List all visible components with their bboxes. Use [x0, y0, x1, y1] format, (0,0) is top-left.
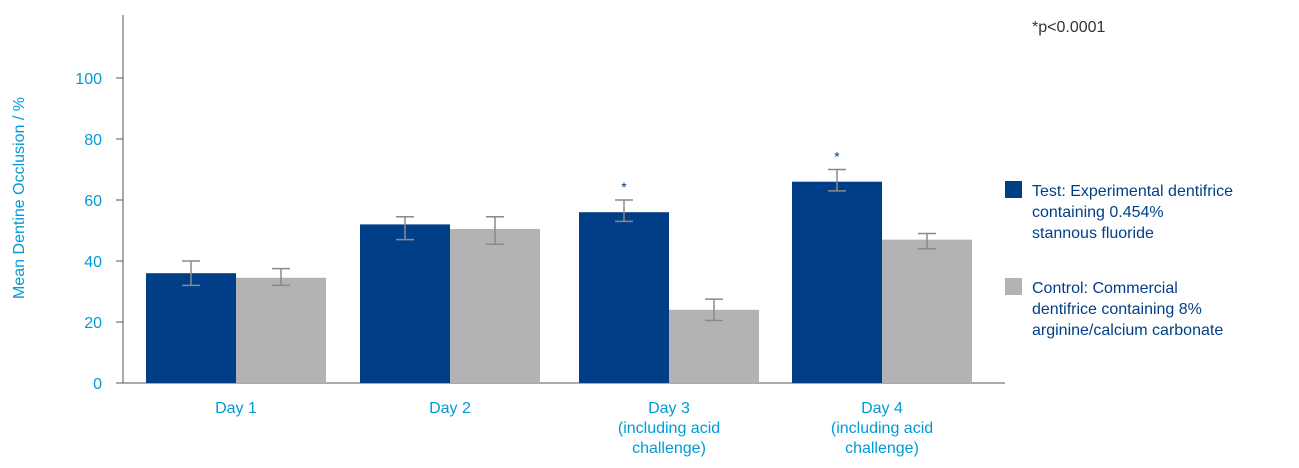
- legend-label-line: dentifrice containing 8%: [1032, 301, 1202, 318]
- bar: [579, 212, 669, 383]
- legend-label: Test: Experimental dentifrice containing …: [1032, 183, 1233, 242]
- x-tick-label-line: Day 3: [648, 400, 690, 417]
- x-tick-label-line: challenge): [632, 440, 706, 457]
- x-tick-label-line: Day 4: [861, 400, 903, 417]
- legend-label-line: stannous fluoride: [1032, 225, 1154, 242]
- legend-swatch: [1005, 278, 1022, 295]
- y-tick-label: 80: [84, 132, 102, 149]
- x-tick-label-line: challenge): [845, 440, 919, 457]
- bar: [236, 277, 326, 383]
- bar: [360, 224, 450, 383]
- x-tick-label-line: Day 1: [215, 400, 257, 417]
- significance-note: *p<0.0001: [1032, 19, 1106, 36]
- legend-label-line: arginine/calcium carbonate: [1032, 322, 1223, 339]
- x-tick-label-line: (including acid: [618, 420, 720, 437]
- bar: [146, 273, 236, 383]
- x-tick-label: Day 2: [429, 400, 471, 417]
- legend-label-line: containing 0.454%: [1032, 204, 1164, 221]
- x-tick-label: Day 1: [215, 400, 257, 417]
- bar: [882, 239, 972, 383]
- y-tick-label: 100: [75, 71, 102, 88]
- bar: [669, 309, 759, 383]
- y-tick-label: 0: [93, 376, 102, 393]
- y-tick-label: 40: [84, 254, 102, 271]
- x-tick-label: Day 3 (including acid challenge): [618, 400, 720, 457]
- x-tick-label-line: Day 2: [429, 400, 471, 417]
- significance-marker: *: [621, 179, 627, 195]
- legend-swatch: [1005, 181, 1022, 198]
- legend-label: Control: Commercial dentifrice containing…: [1032, 280, 1223, 339]
- bar: [450, 228, 540, 383]
- y-axis-label: Mean Dentine Occlusion / %: [11, 97, 28, 299]
- significance-marker: *: [834, 149, 840, 165]
- bar: [792, 181, 882, 383]
- y-tick-label: 20: [84, 315, 102, 332]
- x-tick-label-line: (including acid: [831, 420, 933, 437]
- legend-label-line: Control: Commercial: [1032, 280, 1178, 297]
- y-tick-label: 60: [84, 193, 102, 210]
- legend-label-line: Test: Experimental dentifrice: [1032, 183, 1233, 200]
- x-tick-label: Day 4 (including acid challenge): [831, 400, 933, 457]
